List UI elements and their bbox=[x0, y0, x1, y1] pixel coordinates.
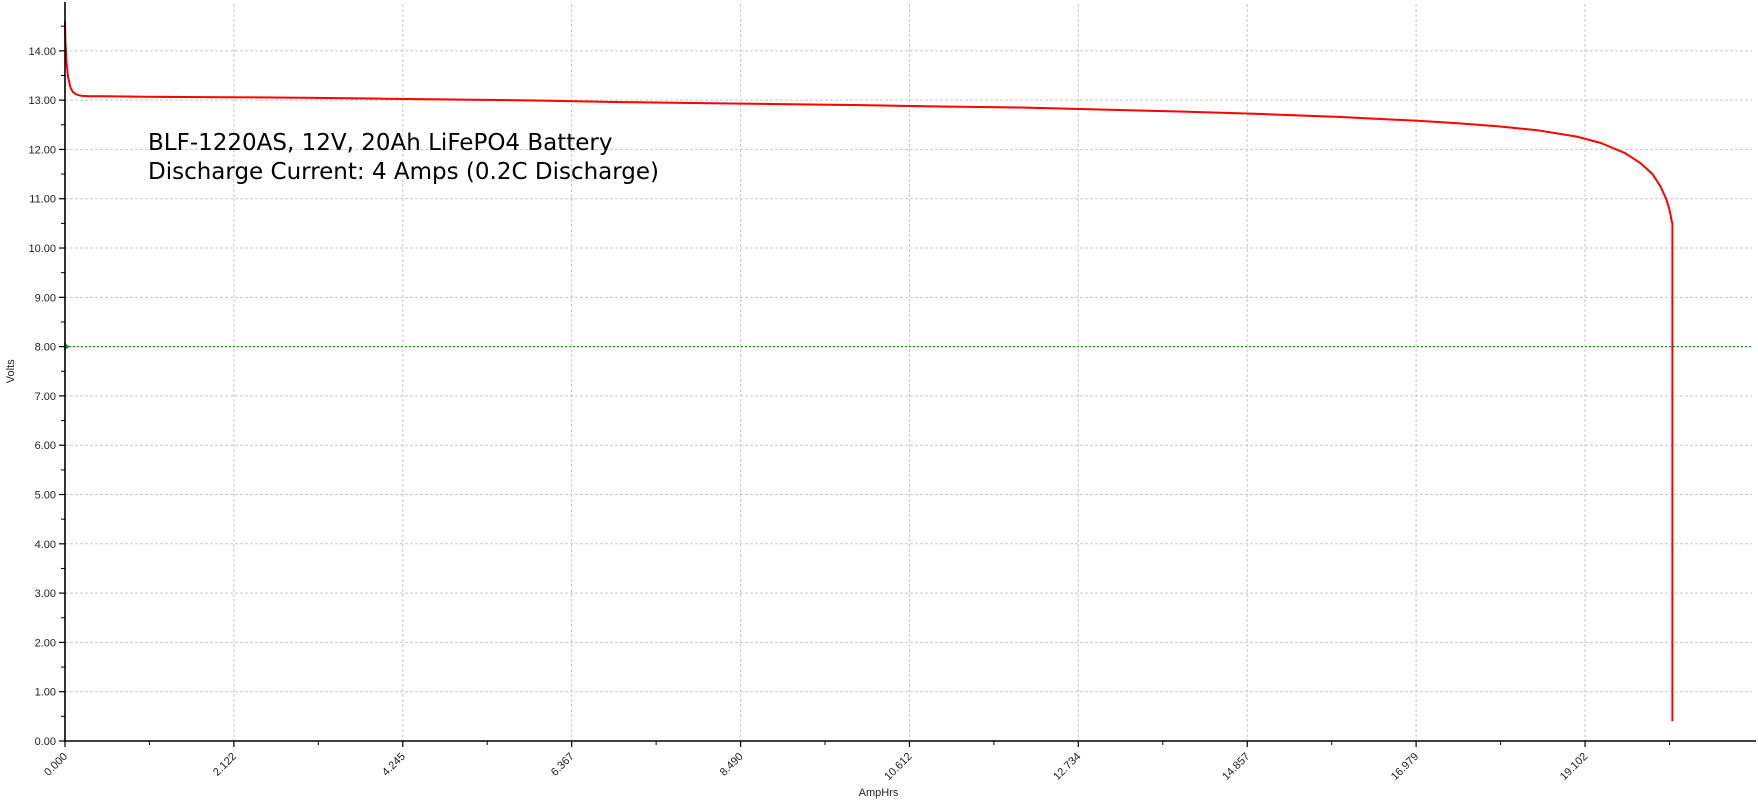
x-tick-labels: 0.000 2.122 4.245 6.367 8.490 10.612 12.734 14.… bbox=[42, 751, 1590, 783]
x-tick-label: 14.857 bbox=[1220, 751, 1252, 783]
y-tick-label: 1.00 bbox=[35, 687, 56, 699]
discharge-curve bbox=[64, 21, 1674, 722]
y-tick-label: 7.00 bbox=[35, 391, 56, 403]
y-tick-label: 4.00 bbox=[35, 539, 56, 551]
y-tick-label: 0.00 bbox=[35, 736, 56, 748]
x-tick-label: 16.979 bbox=[1389, 751, 1421, 783]
x-tick-label: 19.102 bbox=[1558, 751, 1590, 783]
x-tick-label: 4.245 bbox=[380, 751, 408, 779]
x-tick-label: 10.612 bbox=[882, 751, 914, 783]
y-tick-label: 11.00 bbox=[29, 194, 56, 206]
y-tick-label: 6.00 bbox=[35, 440, 56, 452]
y-tick-label: 12.00 bbox=[28, 144, 56, 156]
y-tick-label: 13.00 bbox=[28, 95, 56, 107]
y-tick-label: 8.00 bbox=[35, 342, 56, 354]
x-tick-label: 0.000 bbox=[42, 751, 70, 779]
y-tick-labels: 0.00 1.00 2.00 3.00 4.00 5.00 6.00 7.00 8.00 9.00… bbox=[28, 46, 56, 748]
y-tick-label: 3.00 bbox=[35, 588, 56, 600]
annotation-battery-model: BLF-1220AS, 12V, 20Ah LiFePO4 Battery bbox=[148, 130, 613, 156]
y-tick-label: 5.00 bbox=[35, 490, 56, 502]
y-tick-label: 10.00 bbox=[28, 243, 56, 255]
x-tick-label: 6.367 bbox=[549, 751, 577, 779]
x-tick-label: 8.490 bbox=[718, 751, 746, 779]
x-tick-label: 12.734 bbox=[1051, 751, 1083, 783]
axes bbox=[59, 2, 1756, 747]
gridlines bbox=[65, 4, 1752, 741]
x-tick-label: 2.122 bbox=[211, 751, 239, 779]
annotation-discharge-current: Discharge Current: 4 Amps (0.2C Discharg… bbox=[148, 159, 659, 185]
x-axis-title: AmpHrs bbox=[859, 787, 899, 799]
y-tick-label: 2.00 bbox=[35, 637, 56, 649]
y-tick-label: 9.00 bbox=[35, 292, 56, 304]
y-tick-label: 14.00 bbox=[28, 46, 56, 58]
series-layer bbox=[64, 21, 1674, 722]
y-axis-title: Volts bbox=[5, 359, 17, 383]
